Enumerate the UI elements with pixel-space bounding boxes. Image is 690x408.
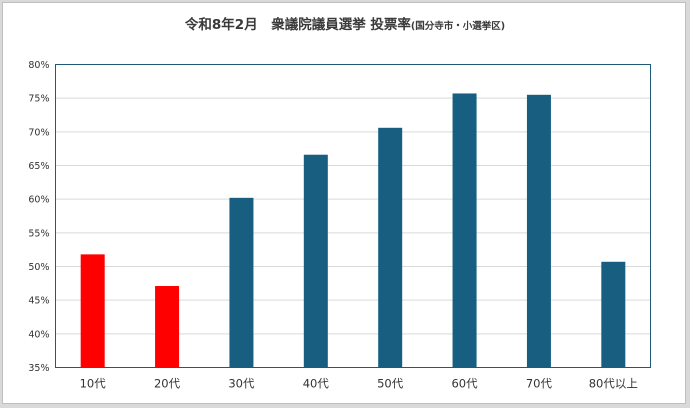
x-tick-label: 50代 — [377, 377, 404, 391]
gridlines — [55, 97, 651, 335]
plot-frame — [55, 64, 651, 368]
chart-subtitle: (国分寺市・小選挙区) — [410, 21, 506, 32]
chart-title: 令和8年2月 衆議院議員選挙 投票率(国分寺市・小選挙区) — [3, 13, 687, 33]
chart-title-main: 令和8年2月 衆議院議員選挙 投票率 — [184, 17, 411, 33]
y-tick-label: 60% — [28, 195, 49, 206]
bar-4 — [303, 154, 328, 368]
bar-2 — [155, 286, 180, 368]
x-tick-label: 10代 — [80, 377, 107, 391]
bar-8 — [601, 261, 626, 368]
y-tick-label: 70% — [28, 127, 49, 138]
x-tick-label: 70代 — [526, 377, 553, 391]
x-tick-label: 40代 — [303, 377, 330, 391]
y-tick-labels: 35% 40% 45% 50% 55% 60% 65% 70% 75% 80% — [28, 60, 49, 374]
chart-card: 令和8年2月 衆議院議員選挙 投票率(国分寺市・小選挙区) — [2, 2, 686, 404]
bar-7 — [526, 94, 551, 368]
bar-1 — [80, 254, 105, 368]
y-tick-label: 40% — [28, 329, 49, 340]
y-tick-label: 65% — [28, 161, 49, 172]
x-tick-label: 20代 — [154, 377, 181, 391]
y-tick-label: 80% — [28, 60, 49, 71]
y-tick-label: 45% — [28, 296, 49, 307]
bar-6 — [452, 93, 477, 368]
y-tick-label: 55% — [28, 228, 49, 239]
bar-3 — [229, 197, 254, 368]
y-tick-label: 50% — [28, 262, 49, 273]
x-tick-labels: 10代 20代 30代 40代 50代 60代 70代 80代以上 — [80, 377, 638, 391]
bars — [80, 93, 626, 368]
y-tick-label: 35% — [28, 363, 49, 374]
y-tick-label: 75% — [28, 94, 49, 105]
x-tick-label: 60代 — [451, 377, 478, 391]
x-tick-label: 30代 — [228, 377, 255, 391]
bar-5 — [378, 127, 403, 368]
x-tick-label: 80代以上 — [589, 377, 638, 391]
